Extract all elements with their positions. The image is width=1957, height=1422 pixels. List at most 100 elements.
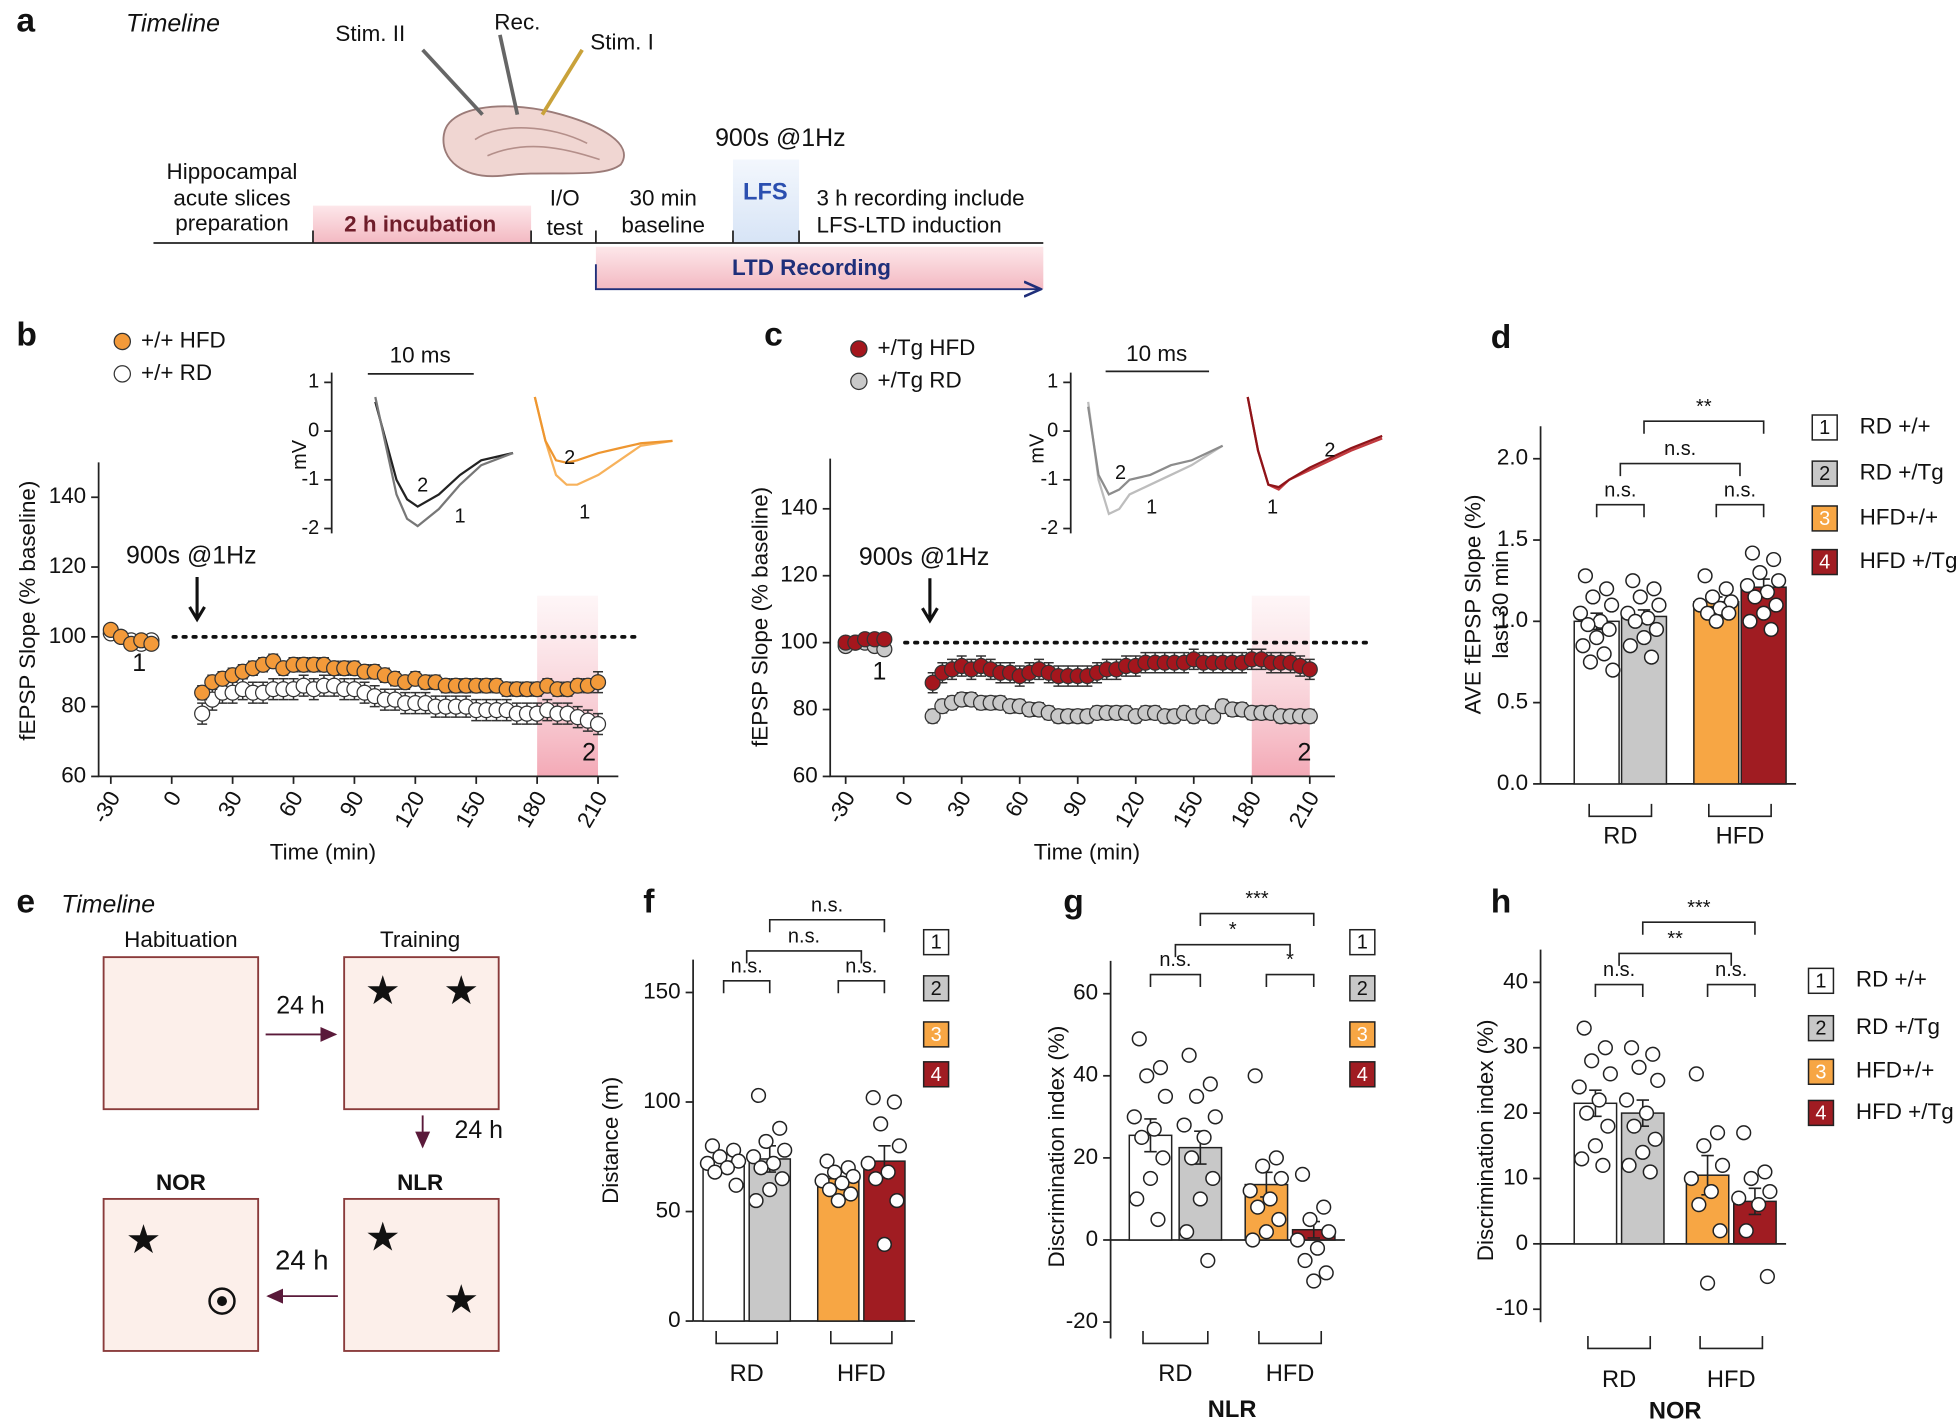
y-axis-label: Distance (m) [598,1077,623,1204]
y-tick-label: 100 [643,1088,680,1113]
data-point [1572,605,1589,621]
significance-label: n.s. [1604,479,1636,501]
data-point [889,1192,905,1209]
data-point [1250,1199,1266,1215]
y-tick-label: 140 [49,483,86,508]
step-label: 2 h incubation [344,211,496,236]
x-tick-label: 30 [942,787,976,821]
legend-box [1349,928,1376,956]
data-point [1294,1166,1311,1182]
trace-label: 2 [1115,462,1126,484]
data-point [1321,1224,1337,1240]
y-tick-label: 0 [308,419,319,441]
data-point [1580,616,1596,633]
stimulus-arrow [921,578,939,624]
data-point [1316,1199,1332,1215]
x-tick-label: 90 [1058,787,1092,821]
data-point [1575,638,1591,654]
data-point [1129,1191,1145,1207]
group-label: RD [1602,1367,1636,1393]
timeline-title: Timeline [126,10,220,38]
trace [533,396,673,486]
data-point [1768,597,1784,613]
data-point [1766,551,1782,568]
data-point [865,1090,881,1106]
trace-label: 2 [564,447,575,469]
legend-key: 2 [1819,463,1830,485]
data-point [1709,1125,1726,1141]
data-point [891,1138,907,1154]
data-point [1742,613,1758,629]
data-point [819,1153,835,1169]
data-point [1204,708,1222,725]
significance-label: *** [1687,897,1711,919]
significance-label: n.s. [1724,479,1756,501]
significance-label: *** [1245,888,1269,910]
data-point [1736,1125,1752,1141]
trace [1087,401,1224,516]
data-point [1640,610,1656,626]
legend-box [922,1021,950,1048]
legend-key: 1 [1819,417,1830,439]
y-axis-label: Discrimination index (%) [1044,1026,1069,1268]
data-point [1632,589,1648,605]
step-label: 30 min [630,185,697,210]
data-point [1625,573,1641,589]
legend-key: 3 [931,1024,942,1046]
x-tick-label: 210 [1284,787,1324,832]
data-point [772,1120,788,1136]
data-point [1631,1059,1647,1075]
significance-bracket [1643,420,1765,434]
y-tick-label: 30 [1503,1034,1528,1059]
significance-label: ** [1696,396,1712,418]
data-point [1605,662,1621,678]
data-point [1142,1170,1159,1187]
data-point [1762,1183,1778,1200]
legend-label: RD +/Tg [1860,460,1944,485]
data-point [1696,1138,1712,1154]
significance-label: ** [1667,928,1683,950]
recording-arrow [594,264,1041,289]
significance-label: n.s. [811,894,843,916]
data-point [1683,1170,1699,1187]
stage-label: Habituation [124,927,237,952]
electrode-label: Stim. II [335,21,405,46]
group-bracket [830,1331,893,1345]
group-label: HFD [1266,1361,1315,1387]
lfs-label: LFS [743,179,788,205]
y-tick-label: -20 [1066,1308,1098,1333]
panel-label: h [1491,883,1512,920]
slice-detail [474,127,600,161]
x-tick-label: 90 [335,787,369,821]
data-point [1751,1197,1767,1213]
data-point [1738,1223,1754,1239]
panel-label: e [16,883,35,920]
legend-box [1811,505,1838,532]
data-point [1589,629,1605,646]
data-point [1242,1183,1258,1199]
significance-label: n.s. [1664,438,1696,460]
data-point [1752,564,1768,581]
y-tick-label: -10 [1496,1295,1528,1320]
significance-bracket [1595,503,1645,518]
x-tick-label: 150 [1168,787,1208,832]
significance-bracket [745,950,863,964]
group-bracket [1587,1336,1652,1350]
incubation-box [312,205,532,244]
y-axis-label: last 30 min [1488,550,1513,658]
data-point [1306,1273,1322,1289]
step-label: LFS-LTD induction [816,213,1001,238]
data-point [774,1171,790,1187]
data-point [1179,1224,1195,1240]
data-point [1150,1211,1166,1228]
data-point [845,1168,861,1185]
y-tick-label: 100 [49,623,86,648]
data-point [924,674,941,691]
data-point [1268,1150,1284,1166]
data-point [1645,1046,1661,1062]
data-point [826,1164,843,1180]
significance-bracket [1715,503,1765,518]
group-bracket [1588,803,1653,818]
y-tick-label: 80 [793,695,818,720]
group-label: RD [1158,1361,1192,1387]
